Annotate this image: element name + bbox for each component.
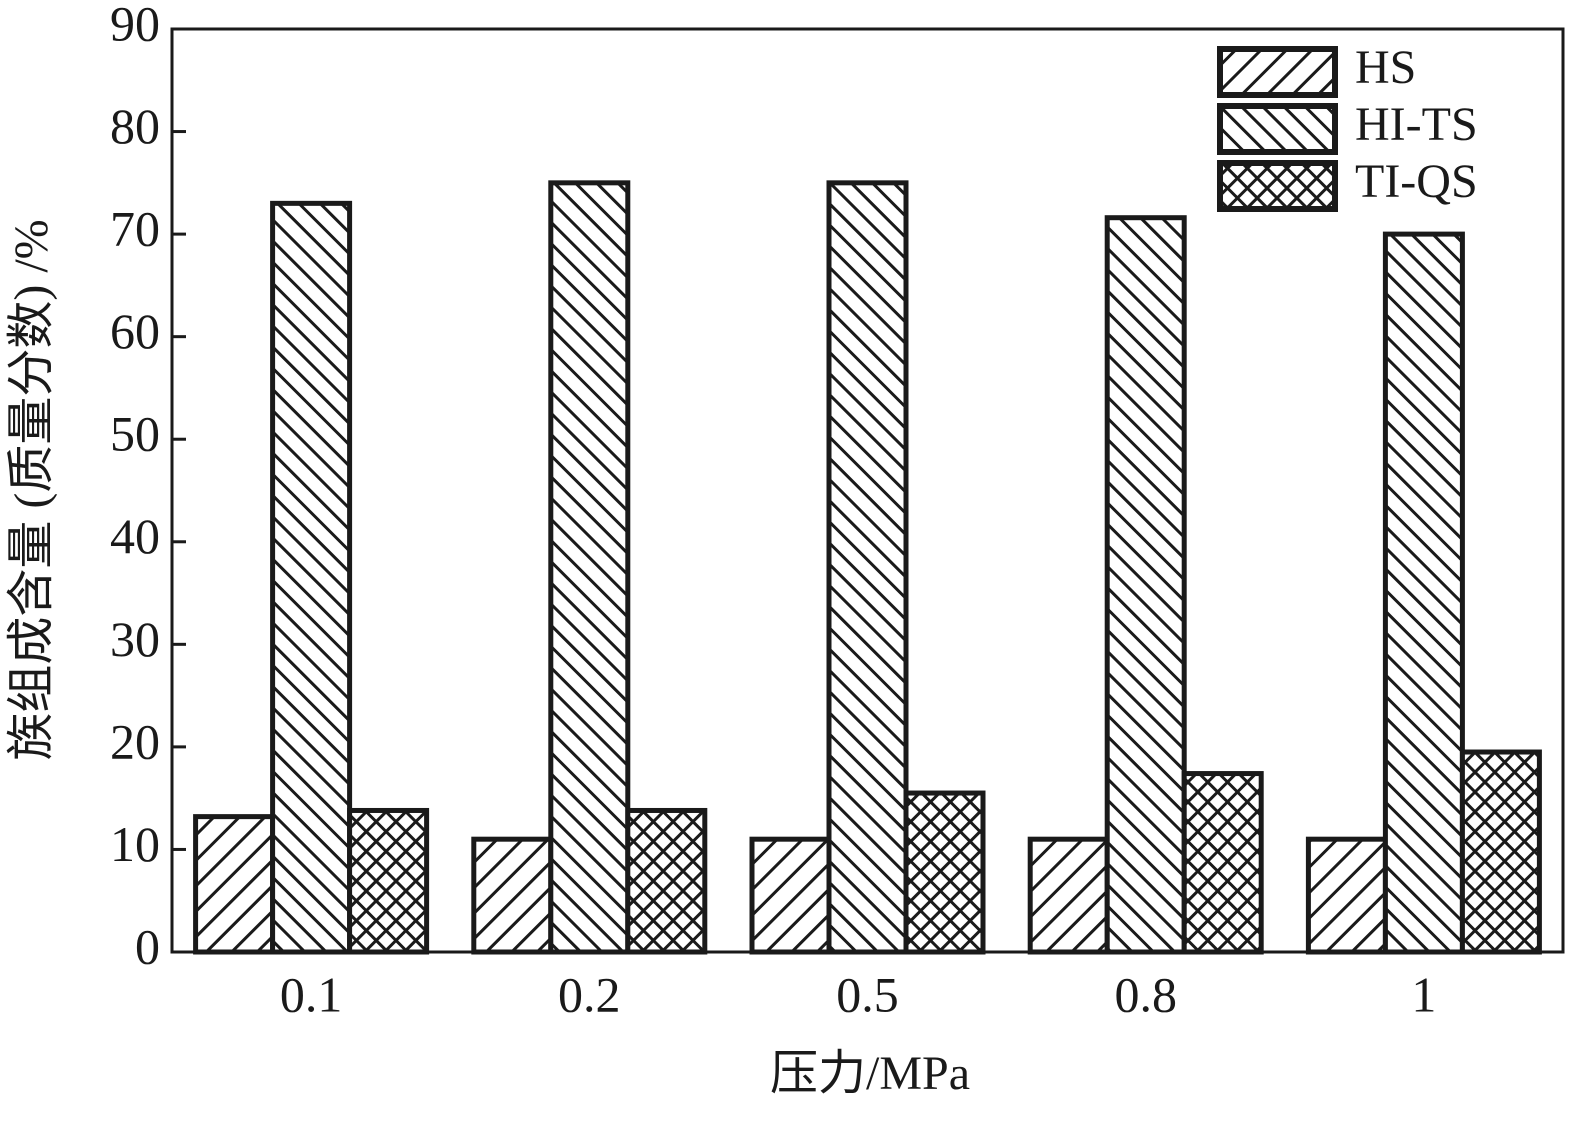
- bar: [1104, 215, 1187, 955]
- y-tick-label: 70: [110, 201, 160, 257]
- bar: [471, 836, 554, 955]
- bar: [1459, 749, 1542, 955]
- bar: [826, 180, 909, 955]
- y-tick-label: 60: [110, 303, 160, 359]
- y-tick-label: 80: [110, 98, 160, 154]
- y-tick-label: 50: [110, 406, 160, 462]
- y-tick-label: 0: [135, 918, 160, 974]
- bar: [625, 807, 708, 955]
- bar: [347, 807, 430, 955]
- bar: [193, 814, 276, 955]
- bar: [270, 200, 353, 955]
- bar: [1181, 771, 1264, 955]
- y-tick-label: 90: [110, 0, 160, 51]
- bar: [1382, 231, 1465, 955]
- y-axis-title: 族组成含量 (质量分数) /%: [5, 219, 58, 760]
- legend-swatch: [1217, 103, 1338, 155]
- legend-label: TI-QS: [1355, 155, 1478, 208]
- bar: [903, 790, 986, 955]
- x-axis-title: 压力/MPa: [770, 1047, 970, 1100]
- x-tick-label: 0.2: [558, 966, 621, 1022]
- x-tick-label: 1: [1411, 966, 1436, 1022]
- legend-swatch: [1217, 160, 1338, 212]
- y-tick-label: 20: [110, 713, 160, 769]
- bar: [1305, 836, 1388, 955]
- y-tick-label: 30: [110, 611, 160, 667]
- plot-frame: [170, 27, 1565, 954]
- bar: [548, 180, 631, 955]
- bar: [1027, 836, 1110, 955]
- legend-label: HS: [1355, 41, 1416, 94]
- y-tick-label: 10: [110, 816, 160, 872]
- legend-label: HI-TS: [1355, 98, 1478, 151]
- x-tick-label: 0.5: [836, 966, 899, 1022]
- x-tick-label: 0.1: [280, 966, 343, 1022]
- bar: [749, 836, 832, 955]
- legend-swatch: [1217, 46, 1338, 98]
- y-tick-label: 40: [110, 508, 160, 564]
- x-tick-label: 0.8: [1114, 966, 1177, 1022]
